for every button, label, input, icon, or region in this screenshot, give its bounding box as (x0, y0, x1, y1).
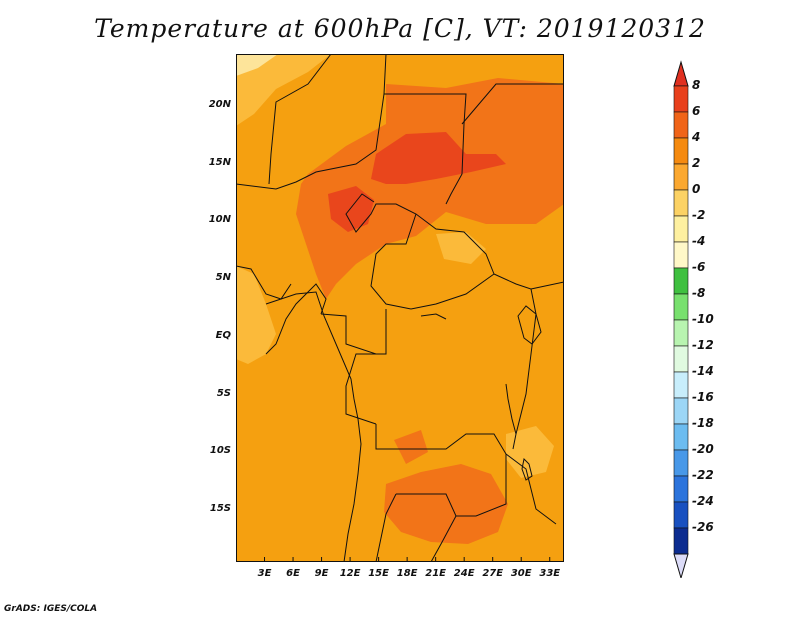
temperature-field-cool-southeast (506, 426, 554, 478)
temperature-field-warm-patch-angola (394, 430, 428, 464)
colorbar-label: -10 (692, 312, 714, 326)
colorbar-label: -8 (692, 286, 706, 300)
colorbar-swatch (673, 137, 689, 165)
lat-label: 15S (209, 503, 231, 515)
lon-label: 18E (396, 568, 418, 579)
coastline (265, 291, 362, 563)
lat-label: 5S (216, 387, 231, 399)
colorbar-swatch (673, 501, 689, 529)
temperature-field-cool-central (436, 232, 486, 264)
colorbar-swatch (673, 423, 689, 451)
chart-title: Temperature at 600hPa [C], VT: 201912031… (94, 14, 706, 43)
lon-label: 3E (257, 568, 272, 579)
colorbar-label: -22 (692, 468, 714, 482)
colorbar-swatch (673, 475, 689, 503)
map-frame (236, 54, 564, 562)
colorbar-label: -12 (692, 338, 714, 352)
colorbar-swatch (673, 189, 689, 217)
colorbar-label: -18 (692, 416, 714, 430)
lon-label: 24E (453, 568, 475, 579)
lon-label: 30E (510, 568, 532, 579)
colorbar-swatch (673, 319, 689, 347)
colorbar-label: -24 (692, 494, 714, 508)
lat-label: 15N (208, 156, 231, 168)
colorbar-swatch (673, 241, 689, 269)
colorbar-swatch (673, 527, 689, 555)
lat-label: 10N (208, 214, 231, 226)
lon-label: 15E (368, 568, 389, 579)
colorbar-swatch (673, 111, 689, 139)
colorbar-bottom-arrow (673, 553, 689, 578)
colorbar-label: -2 (692, 208, 706, 222)
temperature-field-hot-core-north (371, 132, 506, 184)
colorbar-label: -20 (692, 442, 714, 456)
lat-label: EQ (215, 329, 231, 341)
map-panel (231, 53, 565, 563)
colorbar-swatch (673, 215, 689, 243)
lon-label: 21E (425, 568, 447, 579)
colorbar-label: -6 (692, 260, 706, 274)
colorbar-label: -4 (692, 234, 706, 248)
colorbar-swatch (673, 267, 689, 295)
colorbar-swatch (673, 371, 689, 399)
colorbar-label: 0 (692, 182, 701, 196)
colorbar (673, 60, 689, 578)
colorbar-label: -14 (692, 364, 714, 378)
colorbar-label: 6 (692, 104, 701, 118)
colorbar-swatch (673, 449, 689, 477)
lon-label: 27E (482, 568, 504, 579)
colorbar-swatch (673, 163, 689, 191)
temperature-field-hot-core-west (328, 186, 374, 232)
temperature-map (231, 53, 565, 563)
credit-text: GrADS: IGES/COLA (4, 604, 98, 614)
lat-label: 10S (209, 445, 231, 457)
colorbar-swatch (673, 345, 689, 373)
colorbar-swatch (673, 85, 689, 113)
lakes (420, 305, 542, 481)
temperature-field-coolest-nw (236, 54, 278, 76)
temperature-field-cool-nw (236, 54, 331, 126)
colorbar-label: 4 (692, 130, 701, 144)
colorbar-label: 2 (692, 156, 701, 170)
lon-label: 12E (339, 568, 361, 579)
colorbar-label: -16 (692, 390, 714, 404)
lon-label: 33E (539, 568, 561, 579)
colorbar-top-arrow (673, 60, 689, 87)
temperature-field-cool-west (236, 266, 276, 364)
lat-label: 5N (215, 272, 231, 284)
lon-label: 6E (286, 568, 300, 579)
lat-label: 20N (208, 98, 231, 110)
colorbar-swatch (673, 397, 689, 425)
colorbar-label: 8 (692, 78, 701, 92)
temperature-field-warm-sahel (296, 78, 564, 299)
temperature-field-warm-south (384, 464, 508, 544)
colorbar-swatch (673, 293, 689, 321)
lon-label: 9E (314, 568, 329, 579)
colorbar-label: -26 (692, 520, 714, 534)
country-borders (235, 53, 565, 563)
